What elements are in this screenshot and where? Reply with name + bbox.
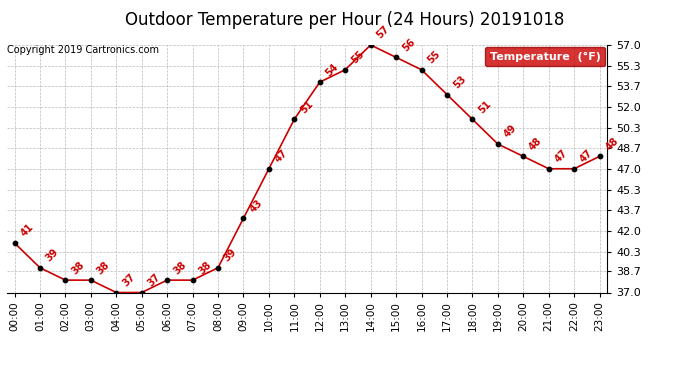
Point [569, 166, 580, 172]
Point [238, 215, 249, 221]
Point [314, 79, 325, 85]
Text: 49: 49 [502, 123, 519, 140]
Text: 38: 38 [171, 259, 188, 276]
Point [365, 42, 376, 48]
Point [187, 277, 198, 283]
Text: 37: 37 [146, 272, 163, 288]
Point [416, 67, 427, 73]
Text: 47: 47 [553, 148, 569, 165]
Point [136, 290, 147, 296]
Text: 57: 57 [375, 24, 391, 41]
Text: 51: 51 [477, 99, 493, 115]
Text: 55: 55 [349, 49, 366, 66]
Text: 51: 51 [299, 99, 315, 115]
Point [111, 290, 122, 296]
Text: 56: 56 [400, 37, 417, 53]
Text: 39: 39 [222, 247, 239, 264]
Text: 41: 41 [19, 222, 35, 239]
Point [518, 153, 529, 159]
Text: 54: 54 [324, 62, 341, 78]
Point [391, 54, 402, 60]
Point [339, 67, 351, 73]
Text: 39: 39 [44, 247, 61, 264]
Point [264, 166, 275, 172]
Text: 38: 38 [95, 259, 112, 276]
Text: 43: 43 [248, 198, 264, 214]
Point [161, 277, 172, 283]
Text: 48: 48 [527, 135, 544, 152]
Text: 38: 38 [197, 259, 213, 276]
Point [9, 240, 20, 246]
Legend: Temperature  (°F): Temperature (°F) [485, 47, 605, 66]
Text: 37: 37 [121, 272, 137, 288]
Point [34, 265, 46, 271]
Point [467, 116, 478, 122]
Text: Copyright 2019 Cartronics.com: Copyright 2019 Cartronics.com [7, 45, 159, 55]
Point [442, 92, 453, 98]
Point [492, 141, 503, 147]
Point [594, 153, 605, 159]
Point [289, 116, 300, 122]
Text: 47: 47 [578, 148, 595, 165]
Text: Outdoor Temperature per Hour (24 Hours) 20191018: Outdoor Temperature per Hour (24 Hours) … [126, 11, 564, 29]
Text: 53: 53 [451, 74, 468, 90]
Text: 48: 48 [604, 135, 620, 152]
Text: 38: 38 [70, 259, 86, 276]
Point [60, 277, 71, 283]
Point [543, 166, 554, 172]
Text: 47: 47 [273, 148, 290, 165]
Point [86, 277, 97, 283]
Point [213, 265, 224, 271]
Text: 55: 55 [426, 49, 442, 66]
